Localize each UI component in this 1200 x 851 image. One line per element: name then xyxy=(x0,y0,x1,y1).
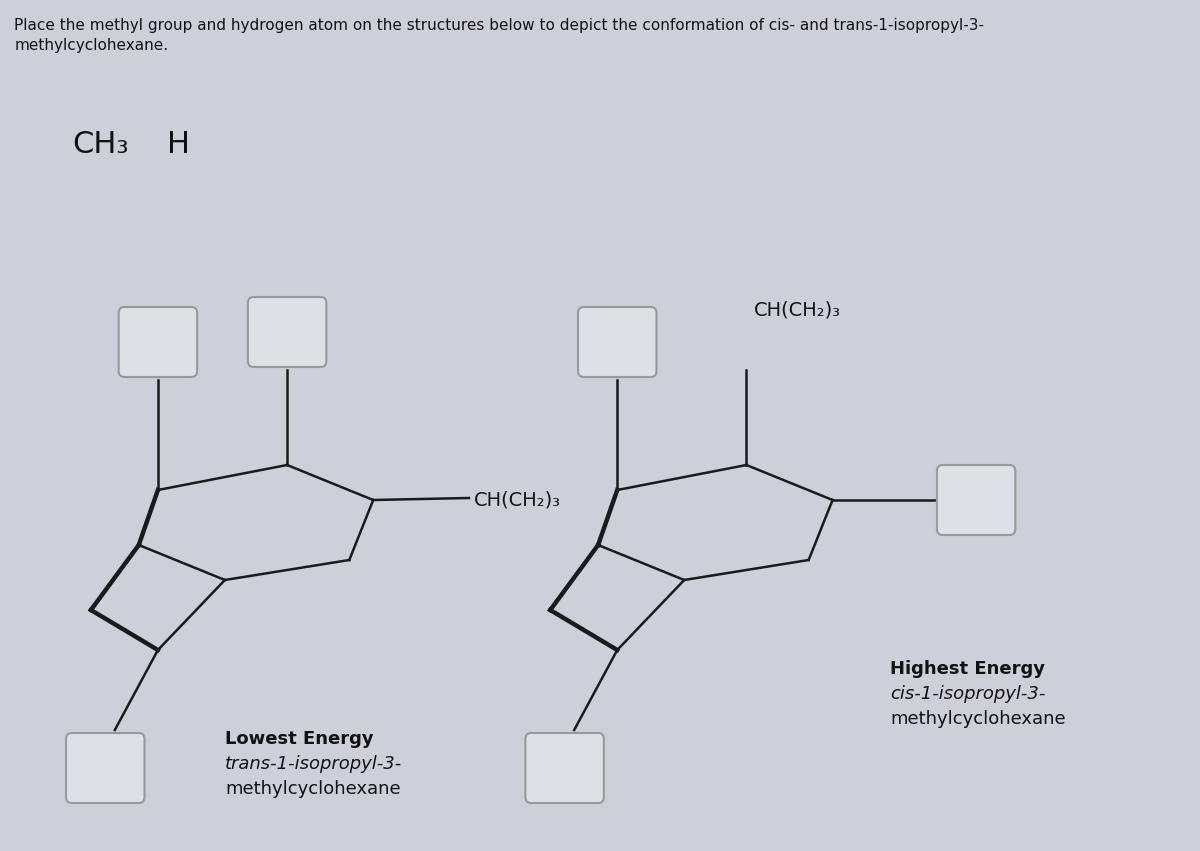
Text: H: H xyxy=(168,130,191,159)
FancyBboxPatch shape xyxy=(937,465,1015,535)
Text: Place the methyl group and hydrogen atom on the structures below to depict the c: Place the methyl group and hydrogen atom… xyxy=(14,18,984,33)
Text: trans-1-isopropyl-3-: trans-1-isopropyl-3- xyxy=(224,755,402,773)
Text: methylcyclohexane: methylcyclohexane xyxy=(890,710,1066,728)
FancyBboxPatch shape xyxy=(248,297,326,367)
FancyBboxPatch shape xyxy=(119,307,197,377)
Text: CH₃: CH₃ xyxy=(72,130,128,159)
FancyBboxPatch shape xyxy=(578,307,656,377)
FancyBboxPatch shape xyxy=(526,733,604,803)
Text: CH(CH₂)₃: CH(CH₂)₃ xyxy=(474,490,560,510)
Text: methylcyclohexane.: methylcyclohexane. xyxy=(14,38,168,53)
Text: Lowest Energy: Lowest Energy xyxy=(224,730,373,748)
Text: CH(CH₂)₃: CH(CH₂)₃ xyxy=(754,301,841,320)
Text: cis-1-isopropyl-3-: cis-1-isopropyl-3- xyxy=(890,685,1045,703)
Text: methylcyclohexane: methylcyclohexane xyxy=(224,780,401,798)
FancyBboxPatch shape xyxy=(66,733,144,803)
Text: Highest Energy: Highest Energy xyxy=(890,660,1045,678)
